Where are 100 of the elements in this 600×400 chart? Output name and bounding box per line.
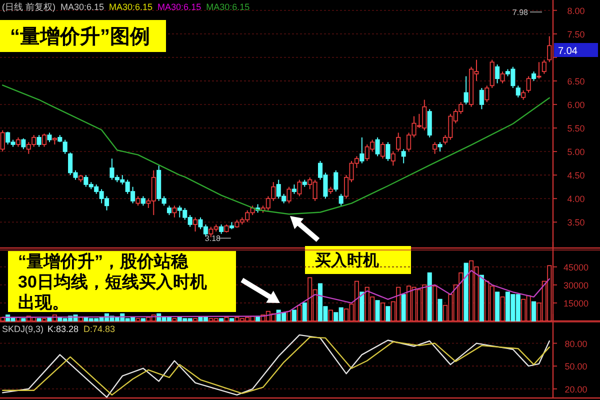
y-tick-label: 5.50 — [567, 124, 585, 134]
bar — [292, 310, 296, 322]
bar — [495, 292, 500, 322]
candlestick — [193, 216, 198, 232]
bar — [297, 304, 302, 322]
bar — [140, 318, 146, 322]
bar — [229, 318, 234, 322]
bar — [479, 274, 484, 322]
y-tick-label: 15000 — [563, 298, 589, 308]
candlestick — [136, 196, 140, 206]
candlestick — [495, 64, 500, 84]
candlestick — [490, 59, 494, 88]
y-tick-label: 4.00 — [567, 194, 585, 204]
y-tick-label: 4.50 — [567, 170, 585, 181]
bar — [136, 318, 140, 322]
y-tick-label: 3.50 — [567, 218, 585, 228]
annotation: MA30:6.15 — [109, 2, 153, 12]
y-tick-label: 50.00 — [564, 362, 588, 372]
bar — [386, 306, 390, 322]
candlestick — [286, 186, 292, 204]
bar — [427, 272, 432, 322]
text: 7.04 — [558, 46, 578, 57]
annotation: MA30:6.15 — [60, 2, 104, 12]
bar — [224, 316, 229, 322]
bar — [360, 292, 364, 322]
candlestick — [484, 85, 490, 103]
y-tick-label: 80.00 — [564, 338, 588, 349]
candlestick — [334, 170, 338, 192]
candlestick — [427, 108, 432, 138]
candlestick — [338, 193, 344, 206]
bar — [464, 262, 468, 322]
bar — [401, 294, 406, 322]
bar — [500, 296, 505, 322]
annotation: 3.18 — [204, 234, 222, 244]
bar — [286, 310, 292, 322]
candlestick — [0, 130, 5, 152]
candlestick — [536, 62, 542, 80]
bar — [36, 318, 42, 322]
candlestick — [380, 142, 386, 160]
bar — [432, 286, 438, 322]
candlestick — [438, 142, 442, 152]
bar — [78, 316, 83, 322]
candlestick — [42, 133, 47, 148]
candlestick — [401, 148, 406, 164]
candlestick — [16, 136, 20, 148]
y-tick-label: 5.00 — [567, 147, 585, 158]
annotation: “量增价升”图例 — [10, 25, 150, 48]
candlestick — [375, 136, 380, 157]
candlestick — [500, 71, 505, 84]
candlestick — [479, 88, 484, 110]
line-series — [2, 84, 550, 215]
chart-title: SKDJ(9,3) — [2, 324, 44, 334]
candlestick — [547, 36, 552, 63]
text: D:74.83 — [84, 324, 116, 334]
bar — [219, 318, 224, 322]
candlestick — [47, 132, 52, 143]
y-tick-label: 6.00 — [567, 100, 585, 110]
y-tick-label: 7.50 — [567, 29, 585, 40]
candlestick — [172, 205, 177, 218]
candlestick — [390, 151, 396, 166]
candlestick — [386, 142, 390, 162]
candlestick — [166, 205, 172, 216]
candlestick — [36, 134, 42, 148]
candlestick — [62, 139, 68, 154]
bar — [21, 318, 26, 322]
candlestick — [292, 184, 296, 194]
line-series — [2, 270, 550, 318]
candlestick — [432, 142, 438, 154]
annotation: MA30:6.15 — [158, 2, 202, 12]
annotation: (日线 前复权) — [2, 2, 56, 12]
candlestick — [521, 90, 526, 100]
candlestick — [21, 138, 26, 150]
bar — [438, 298, 442, 322]
candlestick — [526, 76, 531, 94]
candlestick — [360, 136, 364, 164]
bar — [42, 318, 47, 322]
callout-note: “量增价升”，股价站稳30日均线，短线买入时机出现。 — [8, 251, 236, 312]
text: MA30:6.15 — [206, 2, 250, 12]
candlestick — [297, 179, 302, 197]
candlestick — [140, 196, 146, 206]
candlestick — [464, 76, 468, 105]
bar — [532, 301, 536, 322]
annotation: “量增价升”，股价站稳30日均线，短线买入时机出现。 — [18, 252, 207, 312]
y-tick-label: 8.00 — [567, 6, 585, 16]
candlestick — [542, 59, 546, 74]
bar — [193, 318, 198, 322]
y-tick-label: 6.50 — [567, 76, 585, 86]
y-tick-label: 20.00 — [564, 384, 588, 394]
bar — [375, 300, 380, 322]
annotation: 7.98 — [512, 8, 529, 17]
candlestick — [532, 71, 536, 82]
bar — [172, 318, 177, 322]
candlestick — [516, 85, 520, 98]
callout-title: “量增价升”图例 — [0, 20, 166, 52]
bar — [302, 302, 307, 322]
y-tick-label: 30000 — [563, 280, 589, 290]
text: K:83.28 — [48, 324, 79, 334]
y-tick-label: 45000 — [563, 262, 589, 272]
annotation: 买入时机 — [315, 252, 379, 270]
candlestick — [219, 224, 224, 234]
